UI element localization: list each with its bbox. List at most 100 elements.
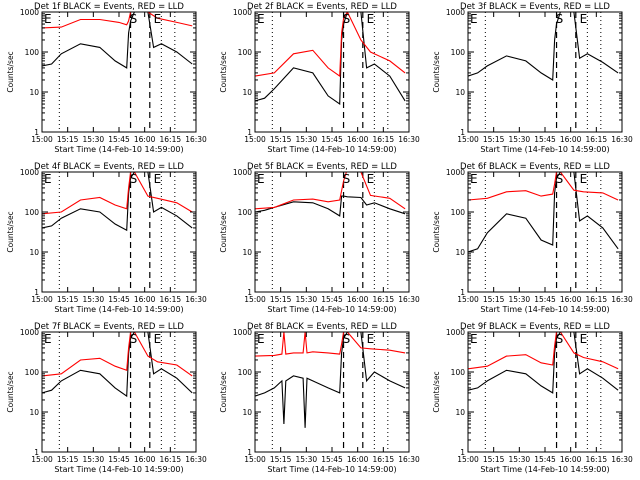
marker-letter: E	[44, 12, 52, 26]
marker-letter: E	[367, 332, 375, 346]
marker-letter: S	[130, 332, 138, 346]
y-tick-label: 100	[451, 48, 466, 57]
marker-letter: E	[470, 172, 478, 186]
x-tick-label: 15:30	[509, 135, 531, 144]
y-tick-label: 100	[25, 208, 40, 217]
y-tick-label: 1000	[446, 8, 465, 17]
x-axis-label: Start Time (14-Feb-10 14:59:00)	[54, 465, 183, 474]
x-tick-label: 16:00	[134, 135, 156, 144]
y-tick-label: 100	[238, 368, 253, 377]
marker-letter: S	[556, 172, 564, 186]
y-axis-label: Counts/sec	[432, 51, 441, 92]
x-tick-label: 15:30	[296, 295, 318, 304]
y-tick-label: 1	[460, 128, 465, 137]
x-tick-label: 16:30	[185, 135, 207, 144]
x-tick-label: 16:15	[160, 135, 182, 144]
x-tick-label: 15:15	[483, 455, 505, 464]
x-tick-label: 16:15	[373, 295, 395, 304]
y-tick-label: 1	[34, 128, 39, 137]
x-tick-label: 15:15	[483, 135, 505, 144]
series-lld-line	[468, 332, 619, 370]
x-tick-label: 16:00	[560, 135, 582, 144]
x-tick-label: 15:15	[483, 295, 505, 304]
x-tick-label: 15:30	[296, 135, 318, 144]
y-tick-label: 10	[242, 408, 252, 417]
x-tick-label: 15:45	[108, 135, 130, 144]
chart-title: Det 6f BLACK = Events, RED = LLD	[460, 162, 610, 172]
x-tick-label: 15:15	[57, 135, 79, 144]
chart-title: Det 7f BLACK = Events, RED = LLD	[34, 322, 184, 332]
x-tick-label: 15:45	[534, 295, 556, 304]
chart-panel-4: Det 4f BLACK = Events, RED = LLD 1 10 100 10…	[6, 162, 207, 314]
y-tick-label: 1000	[20, 8, 39, 17]
y-tick-label: 10	[455, 88, 465, 97]
x-axis-label: Start Time (14-Feb-10 14:59:00)	[54, 145, 183, 154]
y-tick-label: 1000	[446, 168, 465, 177]
chart-title: Det 5f BLACK = Events, RED = LLD	[247, 162, 397, 172]
y-tick-label: 1000	[20, 168, 39, 177]
y-axis-label: Counts/sec	[219, 51, 228, 92]
y-tick-label: 1000	[446, 328, 465, 337]
x-tick-label: 16:15	[373, 135, 395, 144]
x-tick-label: 16:30	[185, 455, 207, 464]
y-axis-label: Counts/sec	[219, 371, 228, 412]
x-axis-label: Start Time (14-Feb-10 14:59:00)	[267, 305, 396, 314]
y-tick-label: 10	[29, 408, 39, 417]
x-tick-label: 16:00	[347, 455, 369, 464]
marker-letter: S	[343, 172, 351, 186]
series-events-line	[468, 332, 619, 394]
chart-title: Det 2f BLACK = Events, RED = LLD	[247, 2, 397, 12]
y-axis-label: Counts/sec	[432, 371, 441, 412]
chart-panel-5: Det 5f BLACK = Events, RED = LLD 1 10 100 10…	[219, 162, 420, 314]
x-tick-label: 15:45	[108, 295, 130, 304]
x-tick-label: 16:15	[586, 295, 608, 304]
x-axis-label: Start Time (14-Feb-10 14:59:00)	[267, 465, 396, 474]
marker-letter: E	[44, 172, 52, 186]
plot-frame	[467, 171, 623, 293]
series-events-line	[255, 332, 406, 428]
chart-title: Det 4f BLACK = Events, RED = LLD	[34, 162, 184, 172]
marker-letter: E	[367, 12, 375, 26]
x-tick-label: 16:15	[586, 455, 608, 464]
x-tick-label: 15:45	[321, 135, 343, 144]
chart-panel-7: Det 7f BLACK = Events, RED = LLD 1 10 100 10…	[6, 322, 207, 474]
y-tick-label: 10	[455, 408, 465, 417]
y-tick-label: 1	[247, 448, 252, 457]
y-axis-label: Counts/sec	[6, 51, 15, 92]
y-tick-label: 1	[460, 448, 465, 457]
x-tick-label: 16:30	[398, 295, 420, 304]
plot-frame	[41, 11, 197, 133]
marker-letter: E	[257, 332, 265, 346]
plot-frame	[41, 171, 197, 293]
y-tick-label: 100	[238, 48, 253, 57]
x-axis-label: Start Time (14-Feb-10 14:59:00)	[54, 305, 183, 314]
y-axis-label: Counts/sec	[6, 371, 15, 412]
series-lld-line	[42, 332, 193, 377]
x-tick-label: 15:15	[270, 295, 292, 304]
x-tick-label: 16:30	[398, 455, 420, 464]
marker-letter: E	[154, 12, 162, 26]
x-axis-label: Start Time (14-Feb-10 14:59:00)	[480, 145, 609, 154]
plot-frame	[467, 331, 623, 453]
x-tick-label: 15:00	[244, 455, 266, 464]
x-tick-label: 15:00	[31, 455, 53, 464]
series-lld-line	[42, 172, 193, 215]
x-tick-label: 15:30	[296, 455, 318, 464]
x-tick-label: 15:30	[509, 295, 531, 304]
x-tick-label: 15:00	[457, 135, 479, 144]
x-axis-label: Start Time (14-Feb-10 14:59:00)	[480, 305, 609, 314]
y-tick-label: 10	[242, 248, 252, 257]
marker-letter: E	[257, 12, 265, 26]
chart-panel-8: Det 8f BLACK = Events, RED = LLD 1 10 100 10…	[219, 322, 420, 474]
chart-panel-6: Det 6f BLACK = Events, RED = LLD 1 10 100 10…	[432, 162, 633, 314]
chart-panel-2: Det 2f BLACK = Events, RED = LLD 1 10 100 10…	[219, 2, 420, 154]
y-axis-label: Counts/sec	[219, 211, 228, 252]
marker-letter: S	[343, 12, 351, 26]
x-tick-label: 16:15	[160, 295, 182, 304]
chart-title: Det 1f BLACK = Events, RED = LLD	[34, 2, 184, 12]
x-tick-label: 16:00	[347, 135, 369, 144]
chart-panel-9: Det 9f BLACK = Events, RED = LLD 1 10 100 10…	[432, 322, 633, 474]
marker-letter: S	[130, 172, 138, 186]
y-axis-label: Counts/sec	[6, 211, 15, 252]
y-tick-label: 1	[460, 288, 465, 297]
